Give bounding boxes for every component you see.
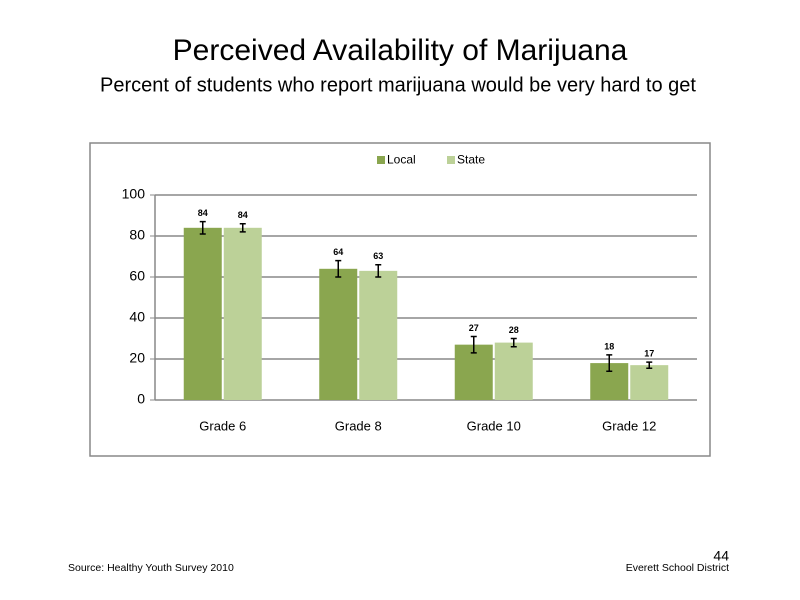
x-tick-label: Grade 10 bbox=[467, 418, 521, 433]
legend-swatch bbox=[377, 156, 385, 164]
data-label: 27 bbox=[469, 323, 479, 333]
bar bbox=[494, 342, 533, 400]
data-label: 17 bbox=[644, 348, 654, 358]
page-number: 44 bbox=[713, 548, 729, 564]
footer-source: Source: Healthy Youth Survey 2010 bbox=[68, 562, 234, 574]
data-label: 84 bbox=[198, 208, 208, 218]
data-label: 18 bbox=[604, 341, 614, 351]
y-tick-label: 0 bbox=[137, 391, 145, 407]
error-bar bbox=[510, 337, 517, 348]
data-label: 64 bbox=[333, 247, 343, 257]
bar bbox=[454, 344, 493, 400]
data-label: 63 bbox=[373, 251, 383, 261]
bar bbox=[359, 270, 398, 400]
footer-organization: Everett School District bbox=[626, 562, 729, 574]
y-tick-label: 100 bbox=[122, 186, 146, 202]
bar bbox=[183, 227, 222, 400]
y-tick-label: 60 bbox=[129, 268, 145, 284]
bar bbox=[223, 227, 262, 400]
error-bar bbox=[470, 335, 477, 354]
bar bbox=[630, 365, 669, 400]
y-tick-label: 40 bbox=[129, 309, 145, 325]
data-label: 84 bbox=[238, 210, 248, 220]
bar bbox=[319, 268, 358, 400]
chart-subtitle: Percent of students who report marijuana… bbox=[100, 74, 696, 96]
error-bar bbox=[239, 222, 246, 233]
error-bar bbox=[646, 361, 653, 369]
error-bar bbox=[375, 263, 382, 278]
legend-label: State bbox=[457, 153, 485, 167]
legend-label: Local bbox=[387, 153, 416, 167]
error-bar bbox=[199, 220, 206, 235]
chart-frame bbox=[89, 142, 711, 457]
error-bar bbox=[606, 354, 613, 373]
x-tick-label: Grade 8 bbox=[335, 418, 382, 433]
legend-swatch bbox=[447, 156, 455, 164]
y-tick-label: 20 bbox=[129, 350, 145, 366]
y-tick-label: 80 bbox=[129, 227, 145, 243]
error-bar bbox=[335, 259, 342, 278]
x-tick-label: Grade 12 bbox=[602, 418, 656, 433]
chart-title: Perceived Availability of Marijuana bbox=[173, 34, 628, 67]
data-label: 28 bbox=[509, 325, 519, 335]
x-tick-label: Grade 6 bbox=[199, 418, 246, 433]
